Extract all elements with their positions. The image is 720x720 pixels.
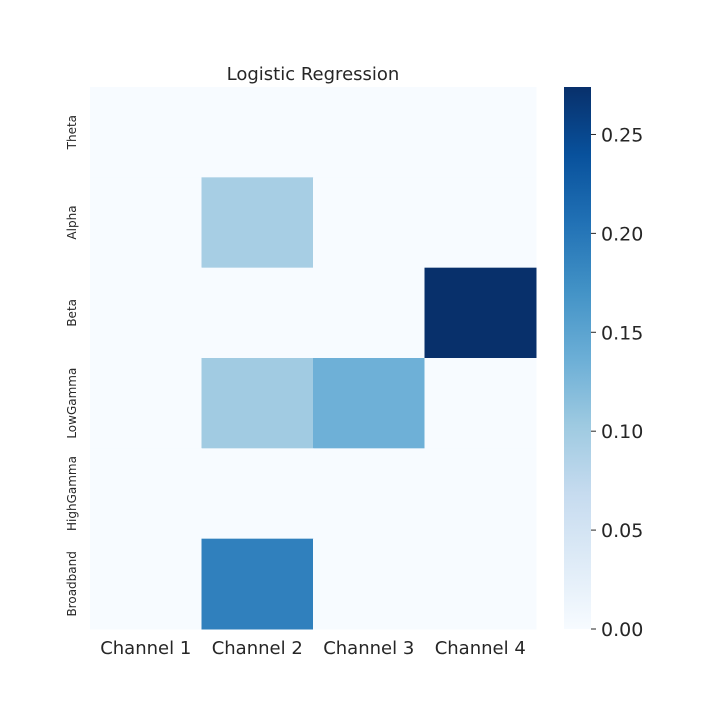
heatmap-cell-5-0 [90, 539, 202, 630]
colorbar-tick-label: 0.25 [601, 124, 643, 146]
heatmap-cell-0-1 [202, 87, 314, 178]
heatmap-cell-1-1 [202, 177, 314, 268]
heatmap-cell-3-3 [425, 358, 537, 449]
heatmap-cell-2-2 [313, 268, 425, 359]
colorbar-gradient [564, 87, 591, 629]
heatmap-cell-1-0 [90, 177, 202, 268]
heatmap-cell-3-2 [313, 358, 425, 449]
y-tick-label: Beta [65, 299, 79, 327]
colorbar [564, 87, 591, 629]
heatmap-cell-1-3 [425, 177, 537, 268]
heatmap-cell-4-2 [313, 448, 425, 539]
y-tick-label: Alpha [65, 205, 79, 239]
heatmap-cell-2-0 [90, 268, 202, 359]
y-tick-label: Theta [65, 115, 79, 150]
x-tick-label: Channel 2 [212, 638, 303, 659]
heatmap-cell-0-3 [425, 87, 537, 178]
heatmap-cell-5-3 [425, 539, 537, 630]
heatmap-cell-2-1 [202, 268, 314, 359]
heatmap-cell-0-0 [90, 87, 202, 178]
heatmap-cell-4-3 [425, 448, 537, 539]
heatmap-cell-5-2 [313, 539, 425, 630]
colorbar-tick-label: 0.15 [601, 322, 643, 344]
x-tick-labels: Channel 1 Channel 2 Channel 3 Channel 4 [100, 638, 526, 659]
colorbar-tick-labels: 0.00 0.05 0.10 0.15 0.20 0.25 [591, 124, 643, 641]
heatmap-cell-3-0 [90, 358, 202, 449]
y-tick-labels: Theta Alpha Beta LowGamma HighGamma Broadband [65, 115, 79, 617]
heatmap-cell-5-1 [202, 539, 314, 630]
chart-title: Logistic Regression [227, 64, 400, 85]
heatmap-cell-3-1 [202, 358, 314, 449]
heatmap-cell-4-0 [90, 448, 202, 539]
y-tick-label: Broadband [65, 551, 79, 616]
colorbar-tick-label: 0.10 [601, 421, 643, 443]
heatmap-cell-2-3 [425, 268, 537, 359]
colorbar-tick-label: 0.20 [601, 223, 643, 245]
y-tick-label: HighGamma [65, 456, 79, 531]
heatmap-cells [90, 87, 537, 630]
x-tick-label: Channel 3 [323, 638, 414, 659]
heatmap-cell-4-1 [202, 448, 314, 539]
colorbar-tick-label: 0.05 [601, 520, 643, 542]
x-tick-label: Channel 4 [435, 638, 526, 659]
x-tick-label: Channel 1 [100, 638, 191, 659]
heatmap-cell-0-2 [313, 87, 425, 178]
heatmap-cell-1-2 [313, 177, 425, 268]
y-tick-label: LowGamma [65, 368, 79, 439]
colorbar-tick-label: 0.00 [601, 619, 643, 641]
